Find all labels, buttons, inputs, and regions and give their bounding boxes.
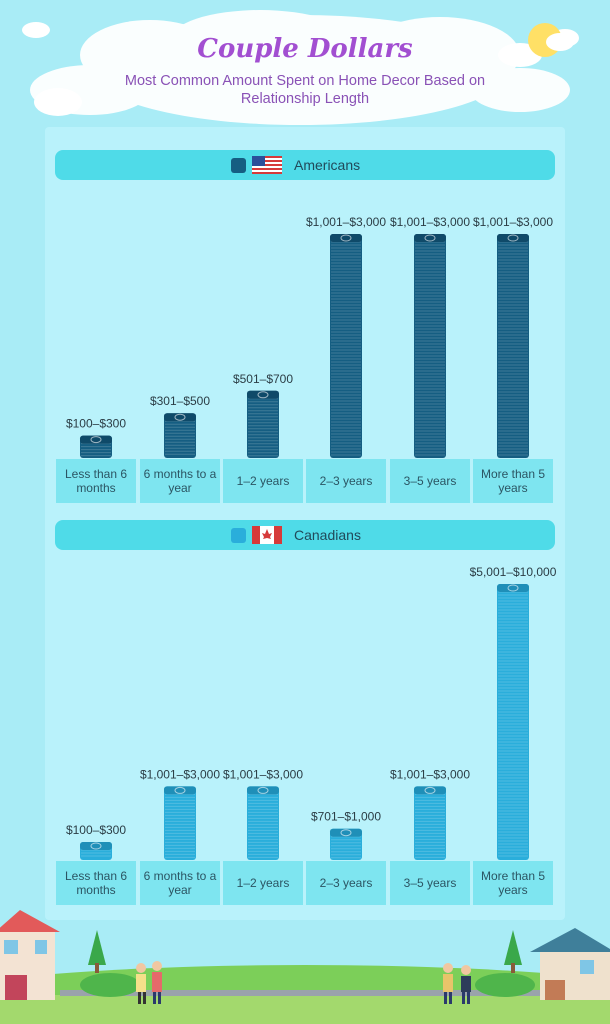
bar: [497, 234, 529, 458]
money-stack-icon: [247, 390, 279, 399]
section-title: Americans: [294, 157, 361, 173]
category-label: More than 5 years: [473, 861, 553, 905]
couple-icon: [443, 963, 471, 1004]
legend-swatch: [231, 157, 246, 173]
money-stack-icon: [414, 234, 446, 242]
section-title: Canadians: [294, 527, 361, 543]
page-title: Couple Dollars: [197, 34, 413, 64]
house-icon: [530, 928, 610, 1000]
category-label: 2–3 years: [306, 459, 386, 503]
category-label: 1–2 years: [223, 861, 303, 905]
money-stack-icon: [414, 786, 446, 795]
cloud-icon: [30, 10, 570, 125]
money-stack-icon: [247, 786, 279, 795]
money-stack-icon: [497, 584, 529, 592]
category-label: 1–2 years: [223, 459, 303, 503]
bar: [414, 234, 446, 458]
money-stack-icon: [164, 413, 196, 422]
category-label: 6 months to a year: [140, 861, 220, 905]
bar: [247, 390, 279, 458]
bar: [330, 234, 362, 458]
data-label: $1,001–$3,000: [223, 767, 303, 781]
section-header-americans: Americans: [55, 150, 555, 180]
money-stack-icon: [330, 234, 362, 242]
page-subtitle: Most Common Amount Spent on Home Decor B…: [124, 73, 486, 107]
bar: [247, 786, 279, 860]
category-label: 2–3 years: [306, 861, 386, 905]
bar: [164, 413, 196, 458]
legend-swatch: [231, 527, 246, 543]
money-stack-icon: [80, 842, 112, 850]
money-stack-icon: [80, 435, 112, 444]
category-label: Less than 6 months: [56, 861, 136, 905]
data-label: $1,001–$3,000: [390, 215, 470, 229]
money-stack-icon: [330, 828, 362, 837]
data-label: $501–$700: [233, 372, 293, 386]
data-label: $1,001–$3,000: [306, 215, 386, 229]
category-label: More than 5 years: [473, 459, 553, 503]
bar: [414, 786, 446, 860]
couple-icon: [136, 961, 162, 1004]
section-header-canadians: Canadians: [55, 520, 555, 550]
data-label: $301–$500: [150, 394, 210, 408]
tree-icon: [88, 930, 522, 973]
bar: [164, 786, 196, 860]
money-stack-icon: [164, 786, 196, 795]
bar: [497, 584, 529, 860]
data-label: $100–$300: [66, 823, 126, 837]
category-label: 3–5 years: [390, 861, 470, 905]
category-label: Less than 6 months: [56, 459, 136, 503]
canada-flag-icon: [252, 526, 282, 544]
category-label: 3–5 years: [390, 459, 470, 503]
data-label: $1,001–$3,000: [390, 767, 470, 781]
us-flag-icon: [252, 156, 282, 174]
money-stack-icon: [497, 234, 529, 242]
data-label: $701–$1,000: [311, 810, 381, 824]
house-icon: [0, 910, 60, 1000]
data-label: $1,001–$3,000: [140, 767, 220, 781]
data-label: $100–$300: [66, 417, 126, 431]
data-label: $5,001–$10,000: [470, 565, 557, 579]
category-label: 6 months to a year: [140, 459, 220, 503]
data-label: $1,001–$3,000: [473, 215, 553, 229]
